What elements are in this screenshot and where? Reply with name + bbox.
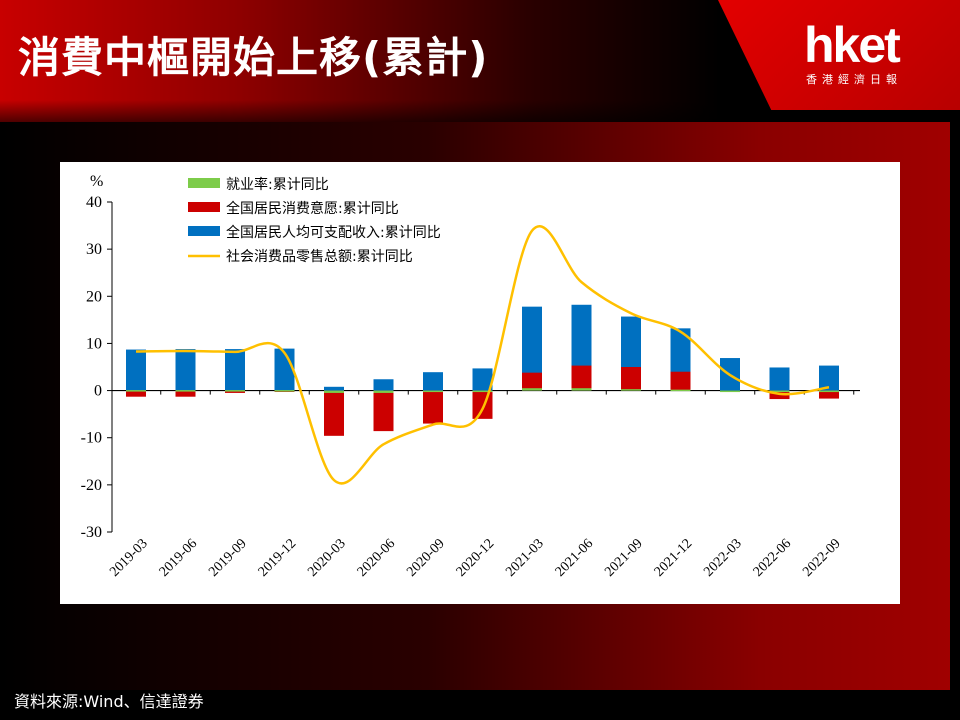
bar-income <box>472 368 493 391</box>
x-tick-label: 2020-12 <box>454 536 498 580</box>
x-tick-label: 2019-09 <box>206 536 250 580</box>
bar-income <box>126 349 146 391</box>
bar-employment <box>225 390 245 392</box>
legend-label: 全国居民人均可支配收入:累计同比 <box>226 224 441 241</box>
x-tick-label: 2020-06 <box>355 536 399 580</box>
x-tick-label: 2022-09 <box>800 536 844 580</box>
page-title: 消費中樞開始上移(累計) <box>18 33 489 82</box>
y-tick-label: 30 <box>86 241 102 258</box>
y-tick-label: -30 <box>81 524 102 541</box>
bar-willingness <box>225 390 245 393</box>
bar-willingness <box>324 390 344 436</box>
y-tick-label: 20 <box>86 288 102 305</box>
y-tick-label: 0 <box>94 383 102 400</box>
bar-employment <box>423 390 443 393</box>
bar-income <box>373 379 394 391</box>
x-tick-label: 2021-09 <box>602 536 646 580</box>
bar-willingness <box>472 390 493 419</box>
chart-container: 40 30 20 10 0 -10 -20 -30% 2019-03 2019-06 2019-09… <box>60 162 900 604</box>
x-tick-label: 2019-12 <box>256 536 300 580</box>
bar-willingness <box>670 371 691 391</box>
x-tick-label: 2022-03 <box>701 536 745 580</box>
legend-label: 社会消费品零售总额:累计同比 <box>226 249 413 265</box>
x-tick-label: 2021-03 <box>503 536 547 580</box>
bar-income <box>522 306 542 391</box>
x-tick-label: 2021-12 <box>652 536 696 580</box>
x-tick-label: 2020-09 <box>404 536 448 580</box>
y-tick-label: 10 <box>86 335 102 352</box>
bar-employment <box>819 390 839 393</box>
bar-income <box>225 349 245 391</box>
bar-employment <box>324 390 344 393</box>
bar-employment <box>472 390 493 393</box>
bar-willingness <box>423 390 443 424</box>
bar-willingness <box>373 390 394 432</box>
bar-employment <box>571 388 592 391</box>
bar-employment <box>274 390 295 392</box>
bar-employment <box>720 390 740 393</box>
x-tick-label: 2019-06 <box>157 536 201 580</box>
bar-employment <box>769 390 790 393</box>
x-tick-label: 2019-03 <box>107 536 151 580</box>
bar-income <box>175 349 196 391</box>
bar-willingness <box>571 365 592 391</box>
bar-income <box>324 386 344 391</box>
x-tick-label: 2022-06 <box>751 536 795 580</box>
x-tick-label: 2020-03 <box>305 536 349 580</box>
bar-employment <box>126 390 146 392</box>
bar-willingness <box>126 390 146 397</box>
x-tick-label: 2021-06 <box>553 536 597 580</box>
legend-swatch <box>188 202 220 212</box>
bar-employment <box>621 389 641 391</box>
source-note: 資料來源:Wind、信達證券 <box>14 692 204 711</box>
bar-income <box>819 365 839 391</box>
legend-label: 全国居民消费意愿:累计同比 <box>226 200 399 217</box>
legend-swatch <box>188 226 220 236</box>
legend-swatch <box>188 178 220 188</box>
hket-logo: hket <box>804 17 901 73</box>
bar-employment <box>175 390 196 392</box>
chart-svg: 40 30 20 10 0 -10 -20 -30% 2019-03 2019-06 2019-09… <box>81 173 860 580</box>
hket-logo-subtitle: 香港經濟日報 <box>806 73 902 86</box>
bar-willingness <box>819 390 839 399</box>
bar-employment <box>522 388 542 391</box>
line-retail-sales <box>135 225 830 485</box>
legend-label: 就业率:累计同比 <box>226 176 329 193</box>
y-tick-label: -10 <box>81 430 102 447</box>
bar-willingness <box>522 372 542 391</box>
bar-income <box>769 367 790 391</box>
bar-income <box>423 372 443 391</box>
bar-employment <box>670 389 691 392</box>
y-axis-unit: % <box>90 173 103 190</box>
bar-willingness <box>621 367 641 391</box>
bar-willingness <box>175 390 196 397</box>
y-tick-label: 40 <box>86 194 102 211</box>
bar-employment <box>373 390 394 393</box>
y-tick-label: -20 <box>81 477 102 494</box>
